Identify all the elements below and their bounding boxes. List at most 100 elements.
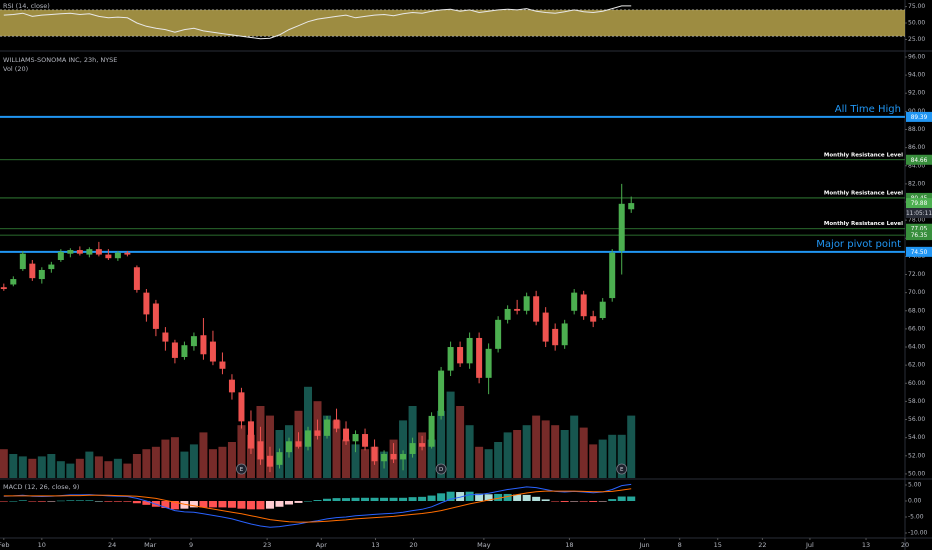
volume-bar [560, 430, 569, 478]
candle-body [10, 279, 17, 285]
x-tick-label: Feb [0, 541, 10, 549]
volume-bar [427, 439, 436, 478]
macd-histogram-bar [323, 498, 332, 501]
macd-histogram-bar [113, 500, 122, 502]
candle-body [181, 345, 188, 357]
candle-body [343, 428, 350, 442]
volume-bar [132, 454, 141, 478]
price-tag-label: 84.66 [911, 158, 928, 164]
macd-histogram-bar [56, 500, 65, 502]
volume-bar [589, 444, 598, 478]
volume-bar [503, 432, 512, 478]
candle-body [485, 348, 492, 378]
macd-histogram-bar [579, 500, 588, 502]
candle-body [95, 249, 102, 255]
volume-bar [399, 420, 408, 478]
macd-histogram-bar [513, 494, 522, 501]
candle-body [447, 347, 454, 371]
candle-body [238, 392, 245, 422]
macd-histogram-bar [256, 500, 265, 510]
volume-bar [323, 415, 332, 478]
volume-bar [85, 451, 94, 478]
y-tick-label: 5.00 [908, 481, 922, 488]
y-tick-label: 82.00 [908, 180, 925, 187]
volume-bar [570, 415, 579, 478]
x-tick-label: 9 [189, 541, 193, 549]
signal-line [3, 488, 632, 523]
candle-body [228, 379, 235, 393]
x-tick-label: 13 [862, 541, 870, 549]
volume-bar [123, 463, 132, 478]
x-tick-label: Apr [316, 541, 328, 549]
macd-histogram-bar [408, 497, 417, 501]
candle-body [362, 434, 369, 447]
macd-histogram-bar [47, 500, 56, 502]
candle-body [305, 430, 312, 447]
candle-body [76, 250, 83, 254]
y-tick-label: 78.00 [908, 217, 925, 224]
volume-bar [598, 439, 607, 478]
volume-bar [418, 432, 427, 478]
last-price-tag [906, 198, 932, 209]
volume-bar [532, 415, 541, 478]
event-label: D [439, 467, 443, 473]
macd-histogram-bar [608, 499, 617, 501]
macd-histogram-bar [389, 497, 398, 501]
volume-bar [342, 439, 351, 478]
candle-body [285, 441, 292, 453]
volume-bar [579, 427, 588, 478]
price-tag-label: 77.05 [911, 227, 928, 233]
volume-bar [37, 456, 46, 478]
macd-histogram-bar [313, 500, 322, 501]
candle-body [571, 292, 578, 311]
x-tick-label: 23 [263, 541, 271, 549]
volume-bar [75, 458, 84, 478]
volume-bar [465, 425, 474, 478]
macd-histogram-bar [9, 500, 18, 502]
candle-body [38, 269, 45, 280]
candle-body [67, 250, 74, 254]
price-tag-label: 76.35 [911, 233, 928, 239]
candle-body [295, 441, 302, 447]
macd-histogram-bar [265, 500, 274, 509]
macd-histogram-bar [18, 500, 27, 501]
volume-bar [113, 458, 122, 478]
rsi-band [0, 9, 905, 37]
macd-histogram-bar [237, 500, 246, 509]
candle-body [504, 308, 511, 320]
y-tick-label: 90.00 [908, 108, 925, 115]
x-tick-label: 20 [901, 541, 909, 549]
x-tick-label: 18 [565, 541, 573, 549]
countdown-label: 11:05:11 [906, 211, 932, 217]
macd-histogram-bar [503, 493, 512, 501]
volume-bar [189, 444, 198, 478]
volume-bar [332, 420, 341, 478]
y-tick-label: 70.00 [908, 289, 925, 296]
y-tick-label: -5.00 [908, 514, 924, 521]
price-tag [906, 230, 932, 241]
candle-body [476, 337, 483, 378]
volume-bar [437, 410, 446, 478]
x-tick-label: 20 [409, 541, 417, 549]
volume-bar [9, 454, 18, 478]
candle-body [599, 301, 606, 319]
macd-histogram-bar [627, 496, 636, 501]
y-tick-label: 94.00 [908, 72, 925, 79]
candle-body [438, 370, 445, 416]
candle-body [19, 253, 26, 270]
macd-histogram-bar [484, 494, 493, 501]
candle-body [247, 421, 254, 449]
volume-bar [627, 415, 636, 478]
price-tag [906, 223, 932, 234]
volume-bar [484, 449, 493, 478]
volume-bar [237, 425, 246, 478]
macd-histogram-bar [0, 500, 8, 502]
price-tag [906, 111, 932, 122]
macd-histogram-bar [85, 500, 94, 501]
y-tick-label: 72.00 [908, 271, 925, 278]
volume-bar [475, 446, 484, 478]
candle-body [371, 446, 378, 462]
x-tick-label: Jun [638, 541, 649, 549]
macd-histogram-bar [275, 500, 284, 507]
